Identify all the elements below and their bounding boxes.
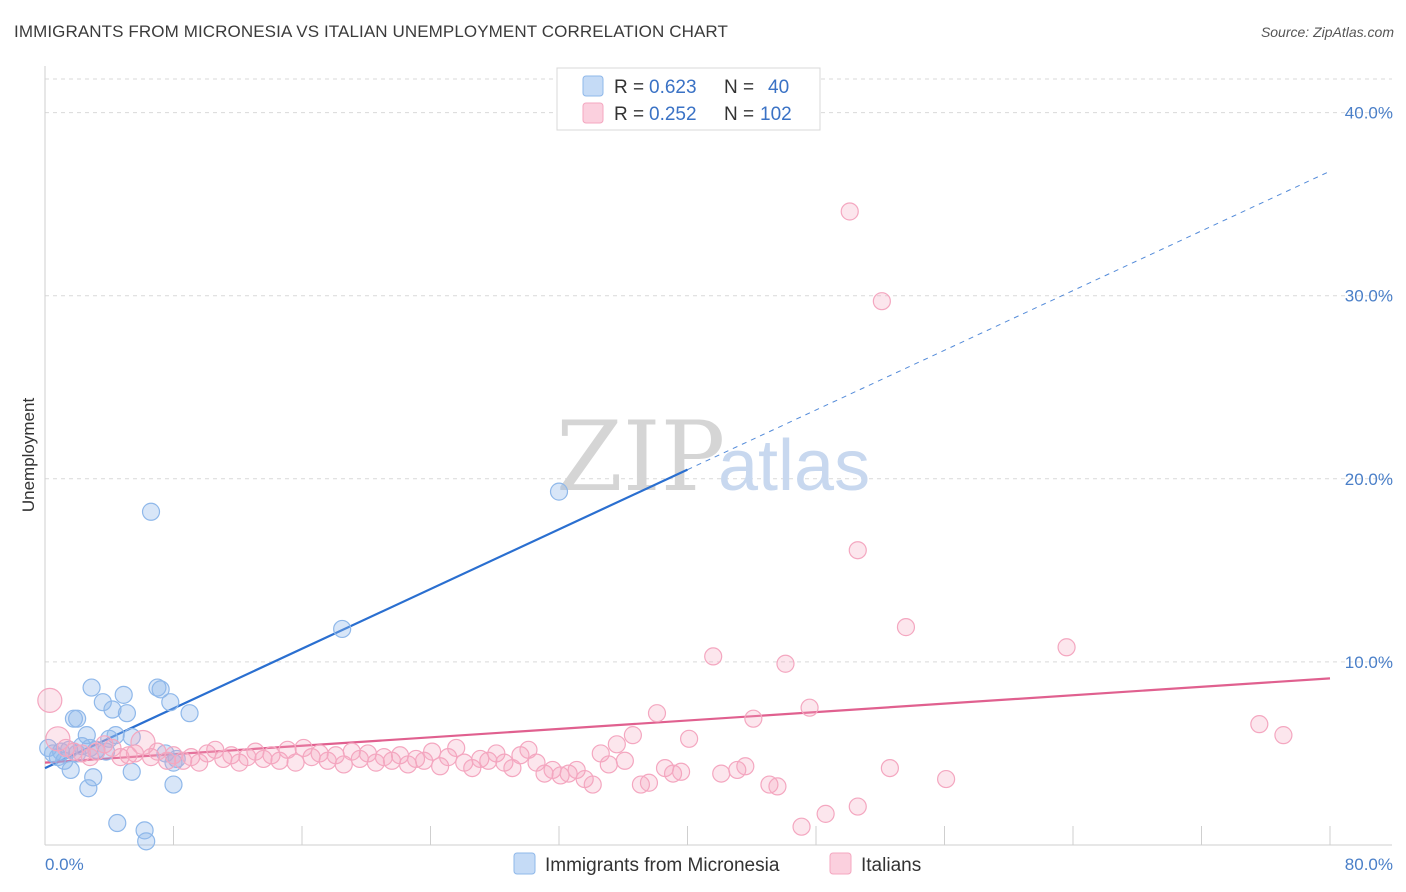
trend-lines [44, 170, 1331, 770]
y-tick-label-2: 30.0% [1345, 287, 1393, 306]
y-tick-label-3: 40.0% [1345, 104, 1393, 123]
series-micronesia-points [39, 482, 569, 851]
y-tick-label-0: 10.0% [1345, 653, 1393, 672]
data-point [333, 619, 352, 639]
data-point [744, 709, 763, 728]
data-point [623, 726, 642, 745]
data-point [103, 700, 122, 719]
data-point [447, 738, 466, 758]
data-point [671, 762, 691, 781]
data-point [164, 775, 183, 794]
data-point [161, 693, 180, 712]
data-point [82, 678, 101, 697]
data-point [286, 753, 305, 772]
data-point [896, 618, 916, 637]
data-point [117, 704, 137, 723]
bottom-legend-swatch-italians [829, 852, 852, 875]
data-point [607, 735, 626, 754]
legend-n-label-2: N = [724, 104, 754, 125]
legend-n-label-1: N = [724, 77, 754, 98]
data-point [1057, 638, 1076, 657]
data-point [151, 680, 170, 699]
data-point [848, 541, 867, 560]
y-axis-label: Unemployment [19, 398, 38, 513]
data-point [423, 742, 442, 761]
trend-line-extension-0 [687, 170, 1331, 471]
data-point [164, 746, 183, 765]
data-point [615, 751, 634, 770]
data-point [61, 760, 80, 780]
data-point [583, 775, 602, 794]
watermark-atlas: atlas [718, 426, 870, 506]
data-point [800, 698, 819, 717]
data-point [736, 757, 755, 776]
legend-n-value-2: 102 [760, 104, 792, 125]
data-point [37, 687, 63, 713]
data-point [68, 709, 87, 728]
data-point [137, 832, 156, 851]
data-point [148, 678, 167, 697]
bottom-legend-label-italians: Italians [861, 855, 921, 876]
data-point [79, 779, 98, 798]
data-point [84, 768, 103, 787]
y-tick-label-1: 20.0% [1345, 470, 1393, 489]
data-point [141, 502, 161, 521]
data-point [840, 202, 859, 221]
data-point [122, 762, 141, 781]
data-point [599, 755, 618, 774]
data-point [180, 704, 199, 723]
tick-labels: 10.0% 20.0% 30.0% 40.0% 0.0% 80.0% [45, 104, 1393, 874]
data-point [647, 704, 667, 723]
bottom-legend-swatch-micronesia [513, 852, 536, 875]
x-tick-label-0: 0.0% [45, 855, 84, 874]
data-point [93, 693, 112, 712]
data-point [1274, 726, 1293, 745]
x-tick-label-1: 80.0% [1345, 855, 1393, 874]
chart-title: IMMIGRANTS FROM MICRONESIA VS ITALIAN UN… [14, 22, 728, 41]
data-point [119, 746, 138, 765]
data-point [816, 804, 835, 823]
data-point [880, 758, 899, 778]
data-point [712, 764, 731, 783]
source-label: Source: ZipAtlas.com [1260, 24, 1394, 40]
data-point [776, 654, 795, 673]
data-point [792, 817, 811, 836]
legend-n-value-1: 40 [768, 77, 789, 98]
data-point [848, 797, 867, 816]
data-point [549, 482, 569, 501]
watermark-zip: ZIP [556, 401, 725, 513]
axes [44, 66, 1392, 846]
data-point [937, 769, 956, 789]
legend-r-label-2: R = [614, 104, 644, 125]
data-point [768, 777, 787, 796]
data-point [334, 755, 353, 774]
data-point [1250, 715, 1269, 734]
trend-line-1 [44, 677, 1331, 764]
legend-swatch-italians [582, 102, 604, 124]
data-point [108, 813, 127, 833]
data-point [114, 685, 133, 704]
bottom-legend-label-micronesia: Immigrants from Micronesia [545, 855, 780, 876]
data-point [872, 292, 891, 311]
data-point [639, 773, 659, 792]
bottom-legend: Immigrants from Micronesia Italians [513, 852, 921, 876]
data-point [503, 758, 522, 778]
data-point [680, 729, 699, 748]
grid-lines [45, 78, 1392, 663]
legend-r-value-1: 0.623 [649, 77, 697, 98]
data-point [519, 740, 538, 759]
legend-r-value-2: 0.252 [649, 104, 697, 125]
legend-r-label-1: R = [614, 77, 644, 98]
data-point [704, 647, 723, 666]
top-legend: R = 0.623 N = 40 R = 0.252 N = 102 [556, 67, 821, 131]
trend-line-0 [44, 468, 688, 770]
legend-swatch-micronesia [582, 75, 604, 97]
series-italians-points [37, 202, 1293, 836]
data-point [278, 740, 297, 759]
